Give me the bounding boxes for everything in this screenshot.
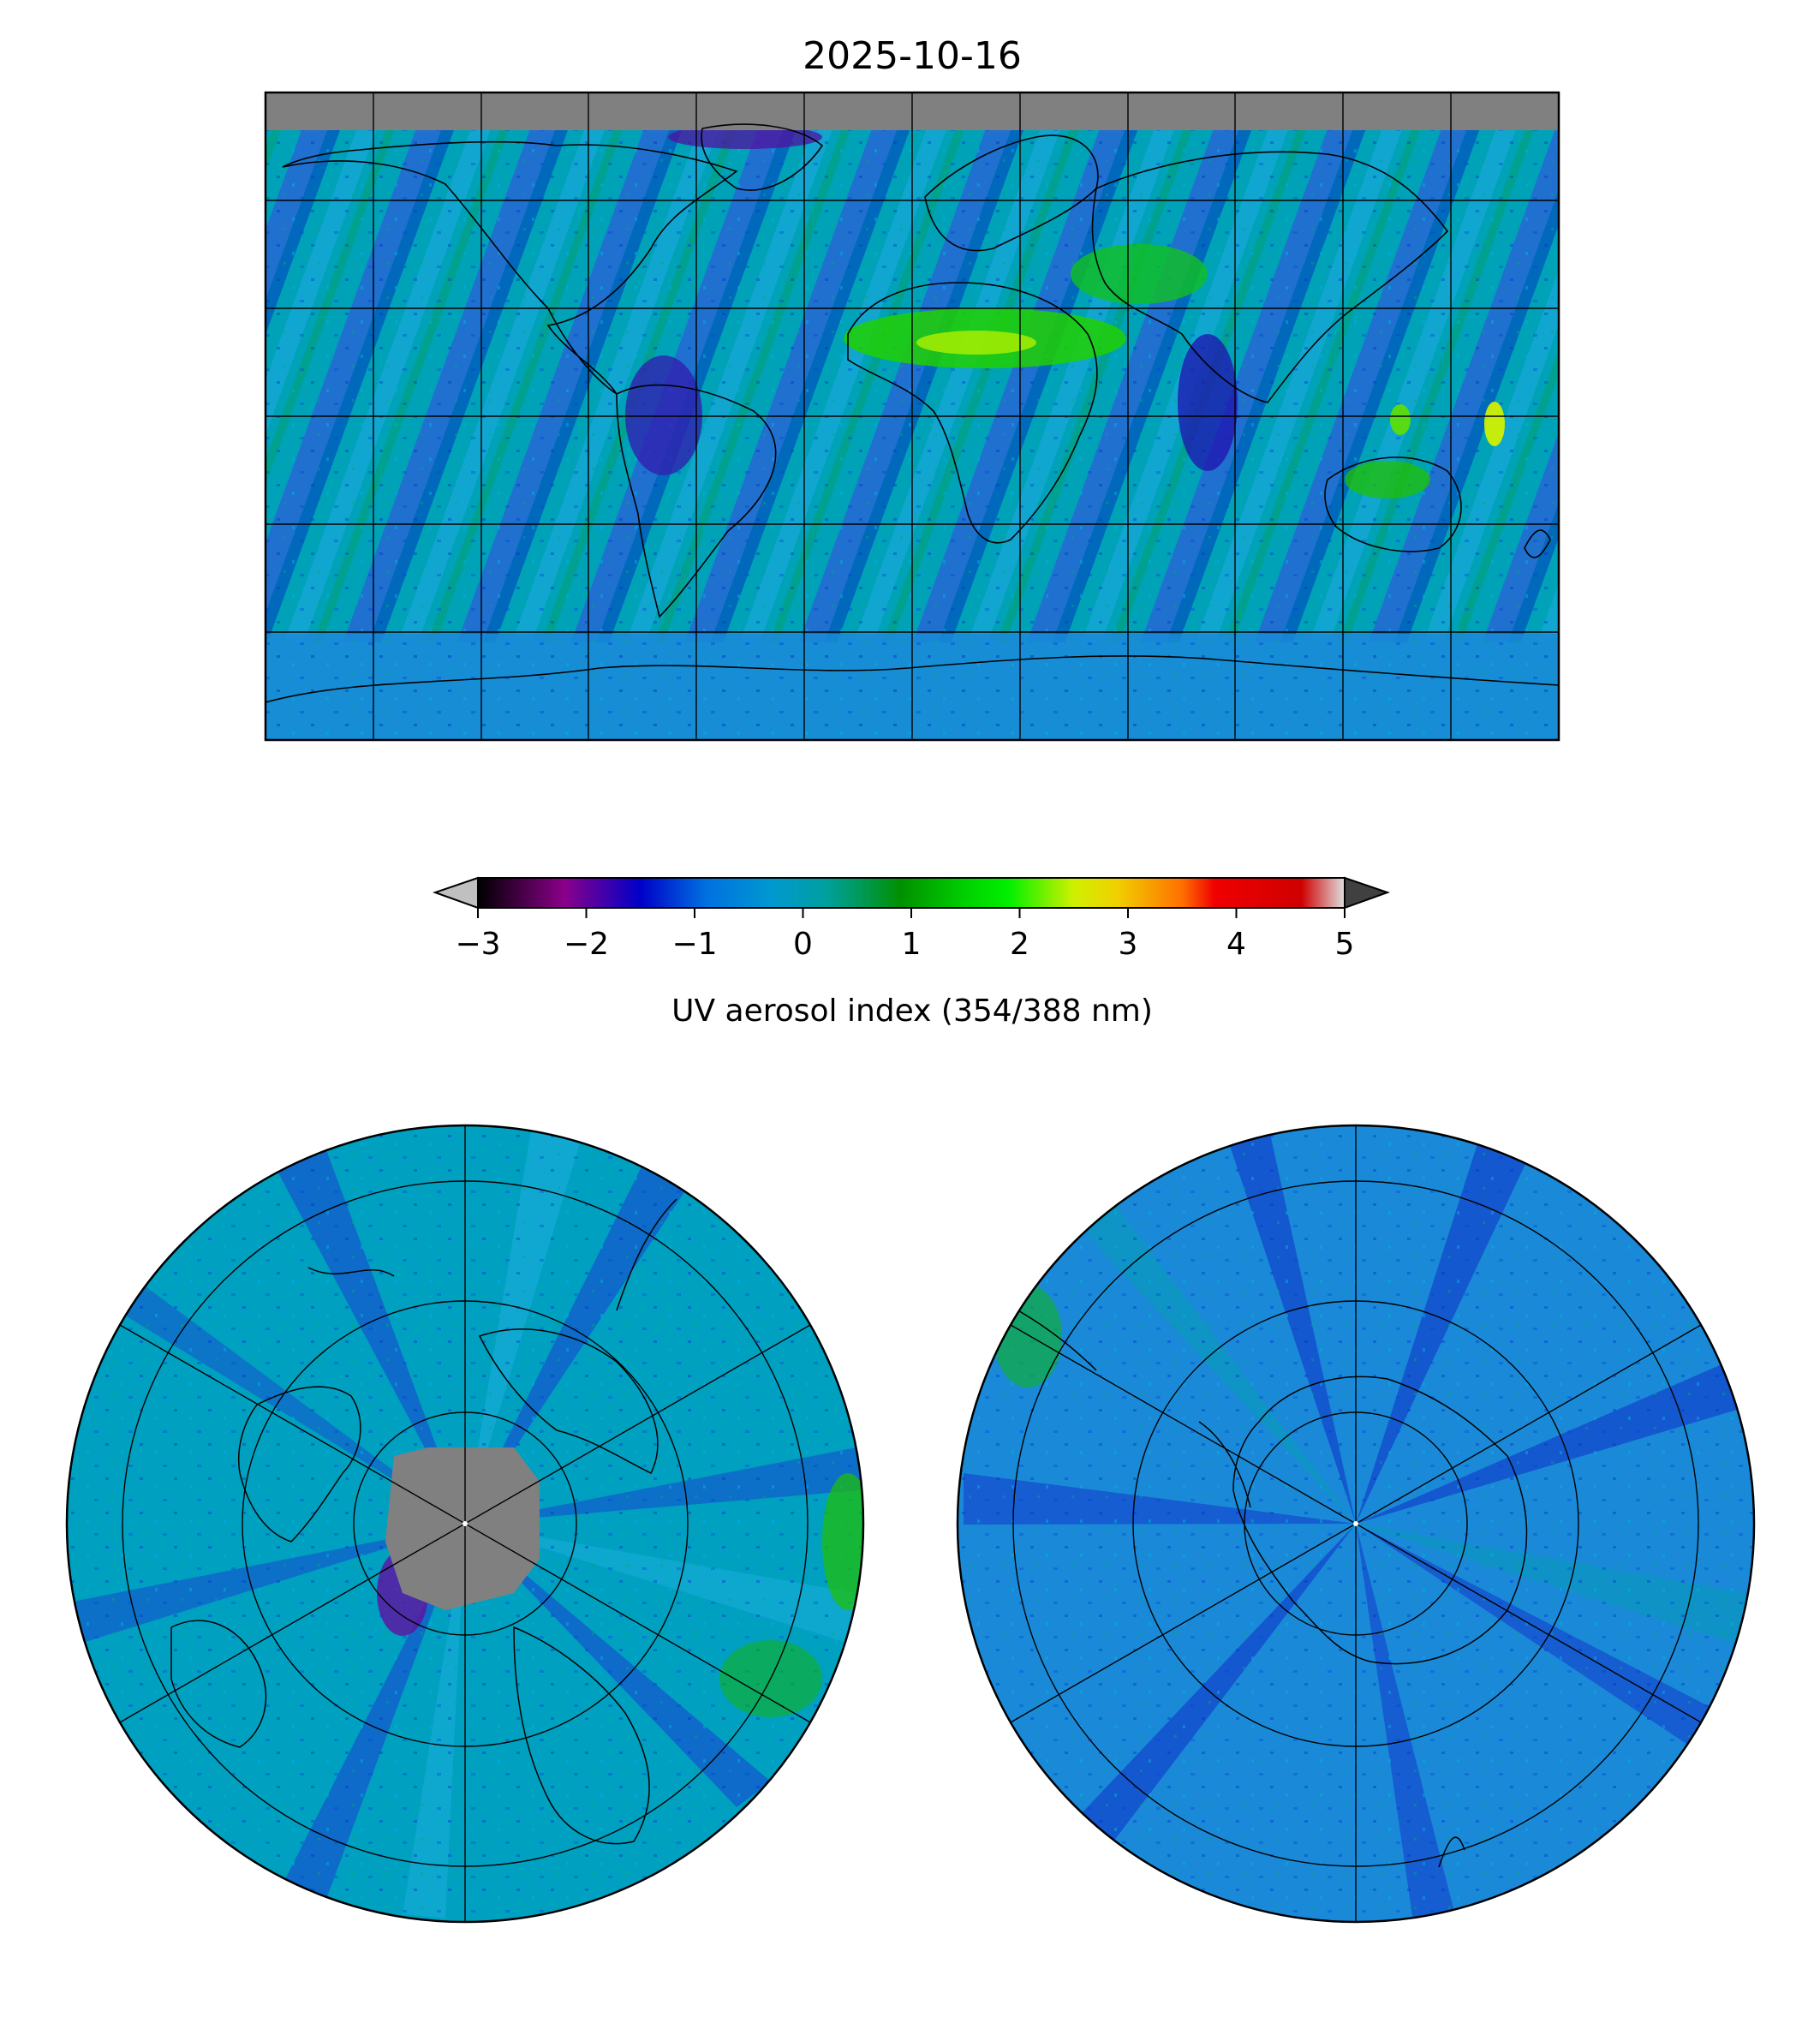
australia-dust bbox=[1345, 461, 1430, 498]
colorbar-gradient-bar bbox=[477, 877, 1346, 909]
figure-title: 2025-10-16 bbox=[803, 34, 1022, 78]
colorbar-ticks: −3 −2 −1 0 1 2 3 4 5 bbox=[455, 908, 1354, 962]
south-pole-marker bbox=[1353, 1521, 1358, 1526]
global-graticule bbox=[266, 92, 1559, 740]
indonesia-hotspot bbox=[1390, 404, 1411, 435]
colorbar-tick-label: 2 bbox=[1010, 927, 1029, 962]
india-low bbox=[1178, 334, 1238, 471]
colorbar-label: UV aerosol index (354/388 nm) bbox=[671, 994, 1153, 1029]
coast-asia bbox=[1091, 151, 1449, 403]
pacific-hotspot bbox=[1484, 402, 1505, 446]
north-no-data-cap bbox=[385, 1447, 540, 1610]
global-coastlines bbox=[266, 123, 1559, 703]
global-map bbox=[264, 91, 1560, 742]
south-coastlines bbox=[1001, 1301, 1528, 1868]
colorbar-tick-label: 3 bbox=[1119, 927, 1138, 962]
north-polar-map bbox=[65, 1124, 865, 1924]
arabia-dust bbox=[1071, 244, 1208, 304]
north-green-patch-east bbox=[822, 1473, 863, 1610]
coast-new-zealand bbox=[1524, 529, 1551, 558]
north-coastlines bbox=[170, 1198, 677, 1845]
north-pole-marker bbox=[462, 1521, 468, 1526]
siberia-low bbox=[668, 125, 822, 149]
coast-south-america bbox=[616, 384, 777, 618]
colorbar-tick-label: 5 bbox=[1335, 927, 1355, 962]
colorbar-tick-label: −1 bbox=[671, 927, 717, 962]
coast-antarctica bbox=[266, 655, 1559, 703]
south-map-frame bbox=[956, 1124, 1756, 1924]
colorbar-over-extension bbox=[1344, 876, 1391, 910]
colorbar: −3 −2 −1 0 1 2 3 4 5 UV aerosol index (354/388 n… bbox=[432, 876, 1391, 1029]
global-map-frame bbox=[264, 91, 1560, 742]
coast-africa bbox=[847, 282, 1098, 544]
colorbar-tick-label: −2 bbox=[564, 927, 609, 962]
sahara-dust-core bbox=[916, 331, 1036, 355]
colorbar-tick-label: 0 bbox=[793, 927, 813, 962]
colorbar-tick-label: 1 bbox=[902, 927, 922, 962]
coast-north-america bbox=[282, 140, 738, 395]
colorbar-tick-label: 4 bbox=[1226, 927, 1246, 962]
amazon-low bbox=[625, 355, 702, 475]
north-map-frame bbox=[65, 1124, 865, 1924]
colorbar-tick-label: −3 bbox=[455, 927, 500, 962]
colorbar-under-extension bbox=[432, 876, 479, 910]
coast-antarctica-polar bbox=[1232, 1376, 1528, 1665]
coast-greenland bbox=[701, 123, 824, 191]
south-polar-map bbox=[956, 1124, 1756, 1924]
